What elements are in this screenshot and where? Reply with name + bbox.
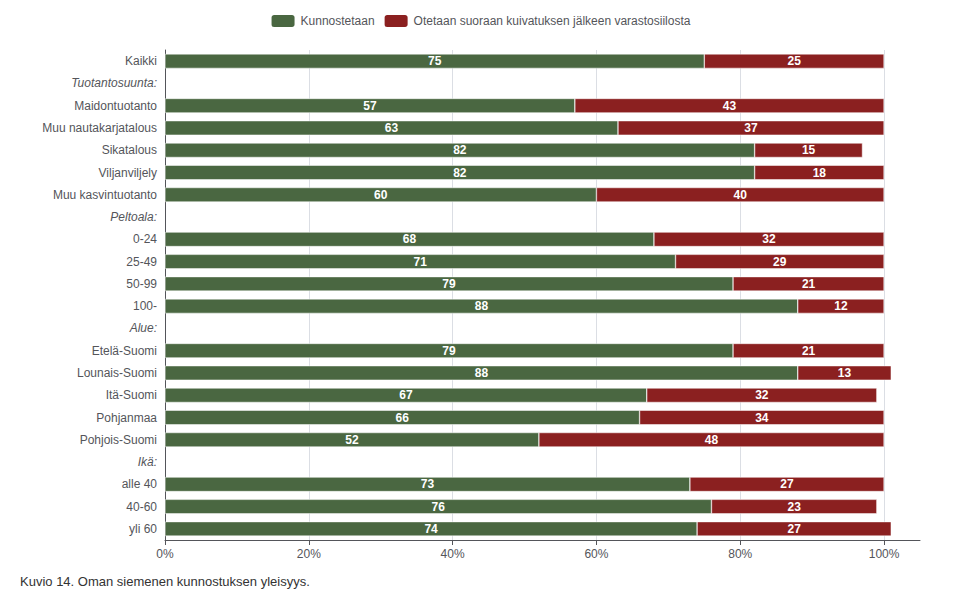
svg-text:Kunnostetaan: Kunnostetaan (301, 14, 375, 28)
svg-text:40: 40 (734, 188, 748, 202)
svg-text:Viljanviljely: Viljanviljely (99, 166, 157, 180)
svg-text:Tuotantosuunta:: Tuotantosuunta: (71, 76, 157, 90)
svg-text:25-49: 25-49 (126, 255, 157, 269)
svg-text:50-99: 50-99 (126, 277, 157, 291)
svg-text:27: 27 (780, 477, 794, 491)
svg-text:60%: 60% (584, 547, 608, 561)
svg-text:Ikä:: Ikä: (138, 455, 157, 469)
svg-text:66: 66 (396, 411, 410, 425)
svg-text:37: 37 (744, 121, 758, 135)
svg-text:34: 34 (755, 411, 769, 425)
svg-text:43: 43 (723, 99, 737, 113)
svg-text:Kaikki: Kaikki (125, 54, 157, 68)
svg-text:27: 27 (787, 522, 801, 536)
svg-text:Kuvio 14. Oman siemenen kunnos: Kuvio 14. Oman siemenen kunnostuksen yle… (20, 574, 310, 589)
svg-text:52: 52 (345, 433, 359, 447)
svg-text:40%: 40% (441, 547, 465, 561)
svg-text:71: 71 (414, 255, 428, 269)
svg-text:18: 18 (813, 166, 827, 180)
svg-text:Lounais-Suomi: Lounais-Suomi (77, 366, 157, 380)
svg-text:57: 57 (363, 99, 377, 113)
svg-text:alle 40: alle 40 (122, 477, 158, 491)
svg-text:15: 15 (802, 143, 816, 157)
svg-text:13: 13 (838, 366, 852, 380)
svg-text:32: 32 (762, 232, 776, 246)
svg-text:100-: 100- (133, 299, 157, 313)
svg-text:Pohjanmaa: Pohjanmaa (96, 411, 157, 425)
svg-text:Sikatalous: Sikatalous (102, 143, 157, 157)
svg-text:Maidontuotanto: Maidontuotanto (74, 99, 157, 113)
svg-text:80%: 80% (728, 547, 752, 561)
svg-text:73: 73 (421, 477, 435, 491)
svg-text:12: 12 (834, 299, 848, 313)
svg-text:25: 25 (787, 54, 801, 68)
svg-text:75: 75 (428, 54, 442, 68)
svg-text:Pohjois-Suomi: Pohjois-Suomi (80, 433, 157, 447)
svg-text:82: 82 (453, 143, 467, 157)
svg-text:0-24: 0-24 (133, 232, 157, 246)
svg-text:29: 29 (773, 255, 787, 269)
svg-text:0%: 0% (156, 547, 174, 561)
svg-text:67: 67 (399, 388, 413, 402)
svg-text:Muu nautakarjatalous: Muu nautakarjatalous (42, 121, 157, 135)
svg-text:yli 60: yli 60 (129, 522, 157, 536)
svg-text:40-60: 40-60 (126, 500, 157, 514)
svg-text:100%: 100% (869, 547, 900, 561)
svg-text:48: 48 (705, 433, 719, 447)
svg-text:Otetaan suoraan kuivatuksen jä: Otetaan suoraan kuivatuksen jälkeen vara… (414, 14, 691, 28)
svg-text:68: 68 (403, 232, 417, 246)
svg-text:20%: 20% (297, 547, 321, 561)
svg-text:60: 60 (374, 188, 388, 202)
svg-text:79: 79 (442, 344, 456, 358)
svg-text:74: 74 (424, 522, 438, 536)
svg-text:32: 32 (755, 388, 769, 402)
svg-text:Alue:: Alue: (129, 321, 157, 335)
svg-text:79: 79 (442, 277, 456, 291)
svg-text:88: 88 (475, 366, 489, 380)
svg-text:Peltoala:: Peltoala: (110, 210, 157, 224)
svg-text:21: 21 (802, 277, 816, 291)
svg-text:63: 63 (385, 121, 399, 135)
svg-text:82: 82 (453, 166, 467, 180)
svg-text:Etelä-Suomi: Etelä-Suomi (92, 344, 157, 358)
svg-text:Itä-Suomi: Itä-Suomi (106, 388, 157, 402)
svg-text:76: 76 (432, 500, 446, 514)
svg-text:88: 88 (475, 299, 489, 313)
svg-text:23: 23 (787, 500, 801, 514)
svg-text:Muu kasvintuotanto: Muu kasvintuotanto (53, 188, 157, 202)
svg-text:21: 21 (802, 344, 816, 358)
